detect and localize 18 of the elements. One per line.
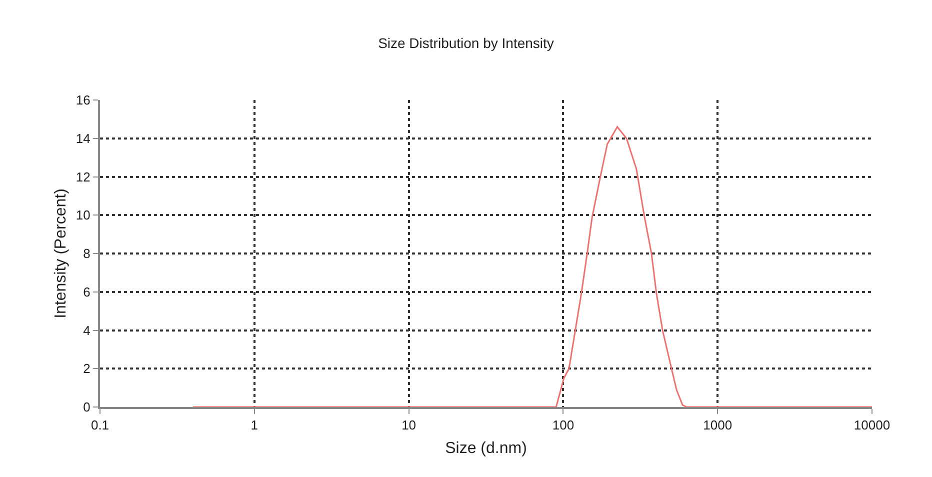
- y-tick-label: 2: [83, 361, 90, 376]
- x-tick-label: 1000: [703, 418, 732, 433]
- x-tick-label: 10000: [854, 418, 890, 433]
- y-tick-label: 6: [83, 284, 90, 300]
- y-axis-title: Intensity (Percent): [52, 188, 70, 318]
- x-axis-title: Size (d.nm): [445, 440, 527, 457]
- y-tick-label: 12: [76, 169, 90, 184]
- y-tick-label: 16: [76, 92, 90, 108]
- chart-title: Size Distribution by Intensity: [378, 34, 554, 51]
- y-tick-label: 4: [83, 322, 90, 338]
- x-tick-label: 1: [250, 418, 258, 433]
- y-tick-label: 8: [83, 246, 90, 262]
- x-tick-label: 100: [552, 418, 574, 433]
- x-tick-label: 0.1: [90, 418, 110, 433]
- y-tick-label: 14: [76, 130, 90, 146]
- x-tick-label: 10: [402, 418, 416, 433]
- y-tick-label: 0: [83, 400, 90, 415]
- y-tick-label: 10: [76, 208, 90, 223]
